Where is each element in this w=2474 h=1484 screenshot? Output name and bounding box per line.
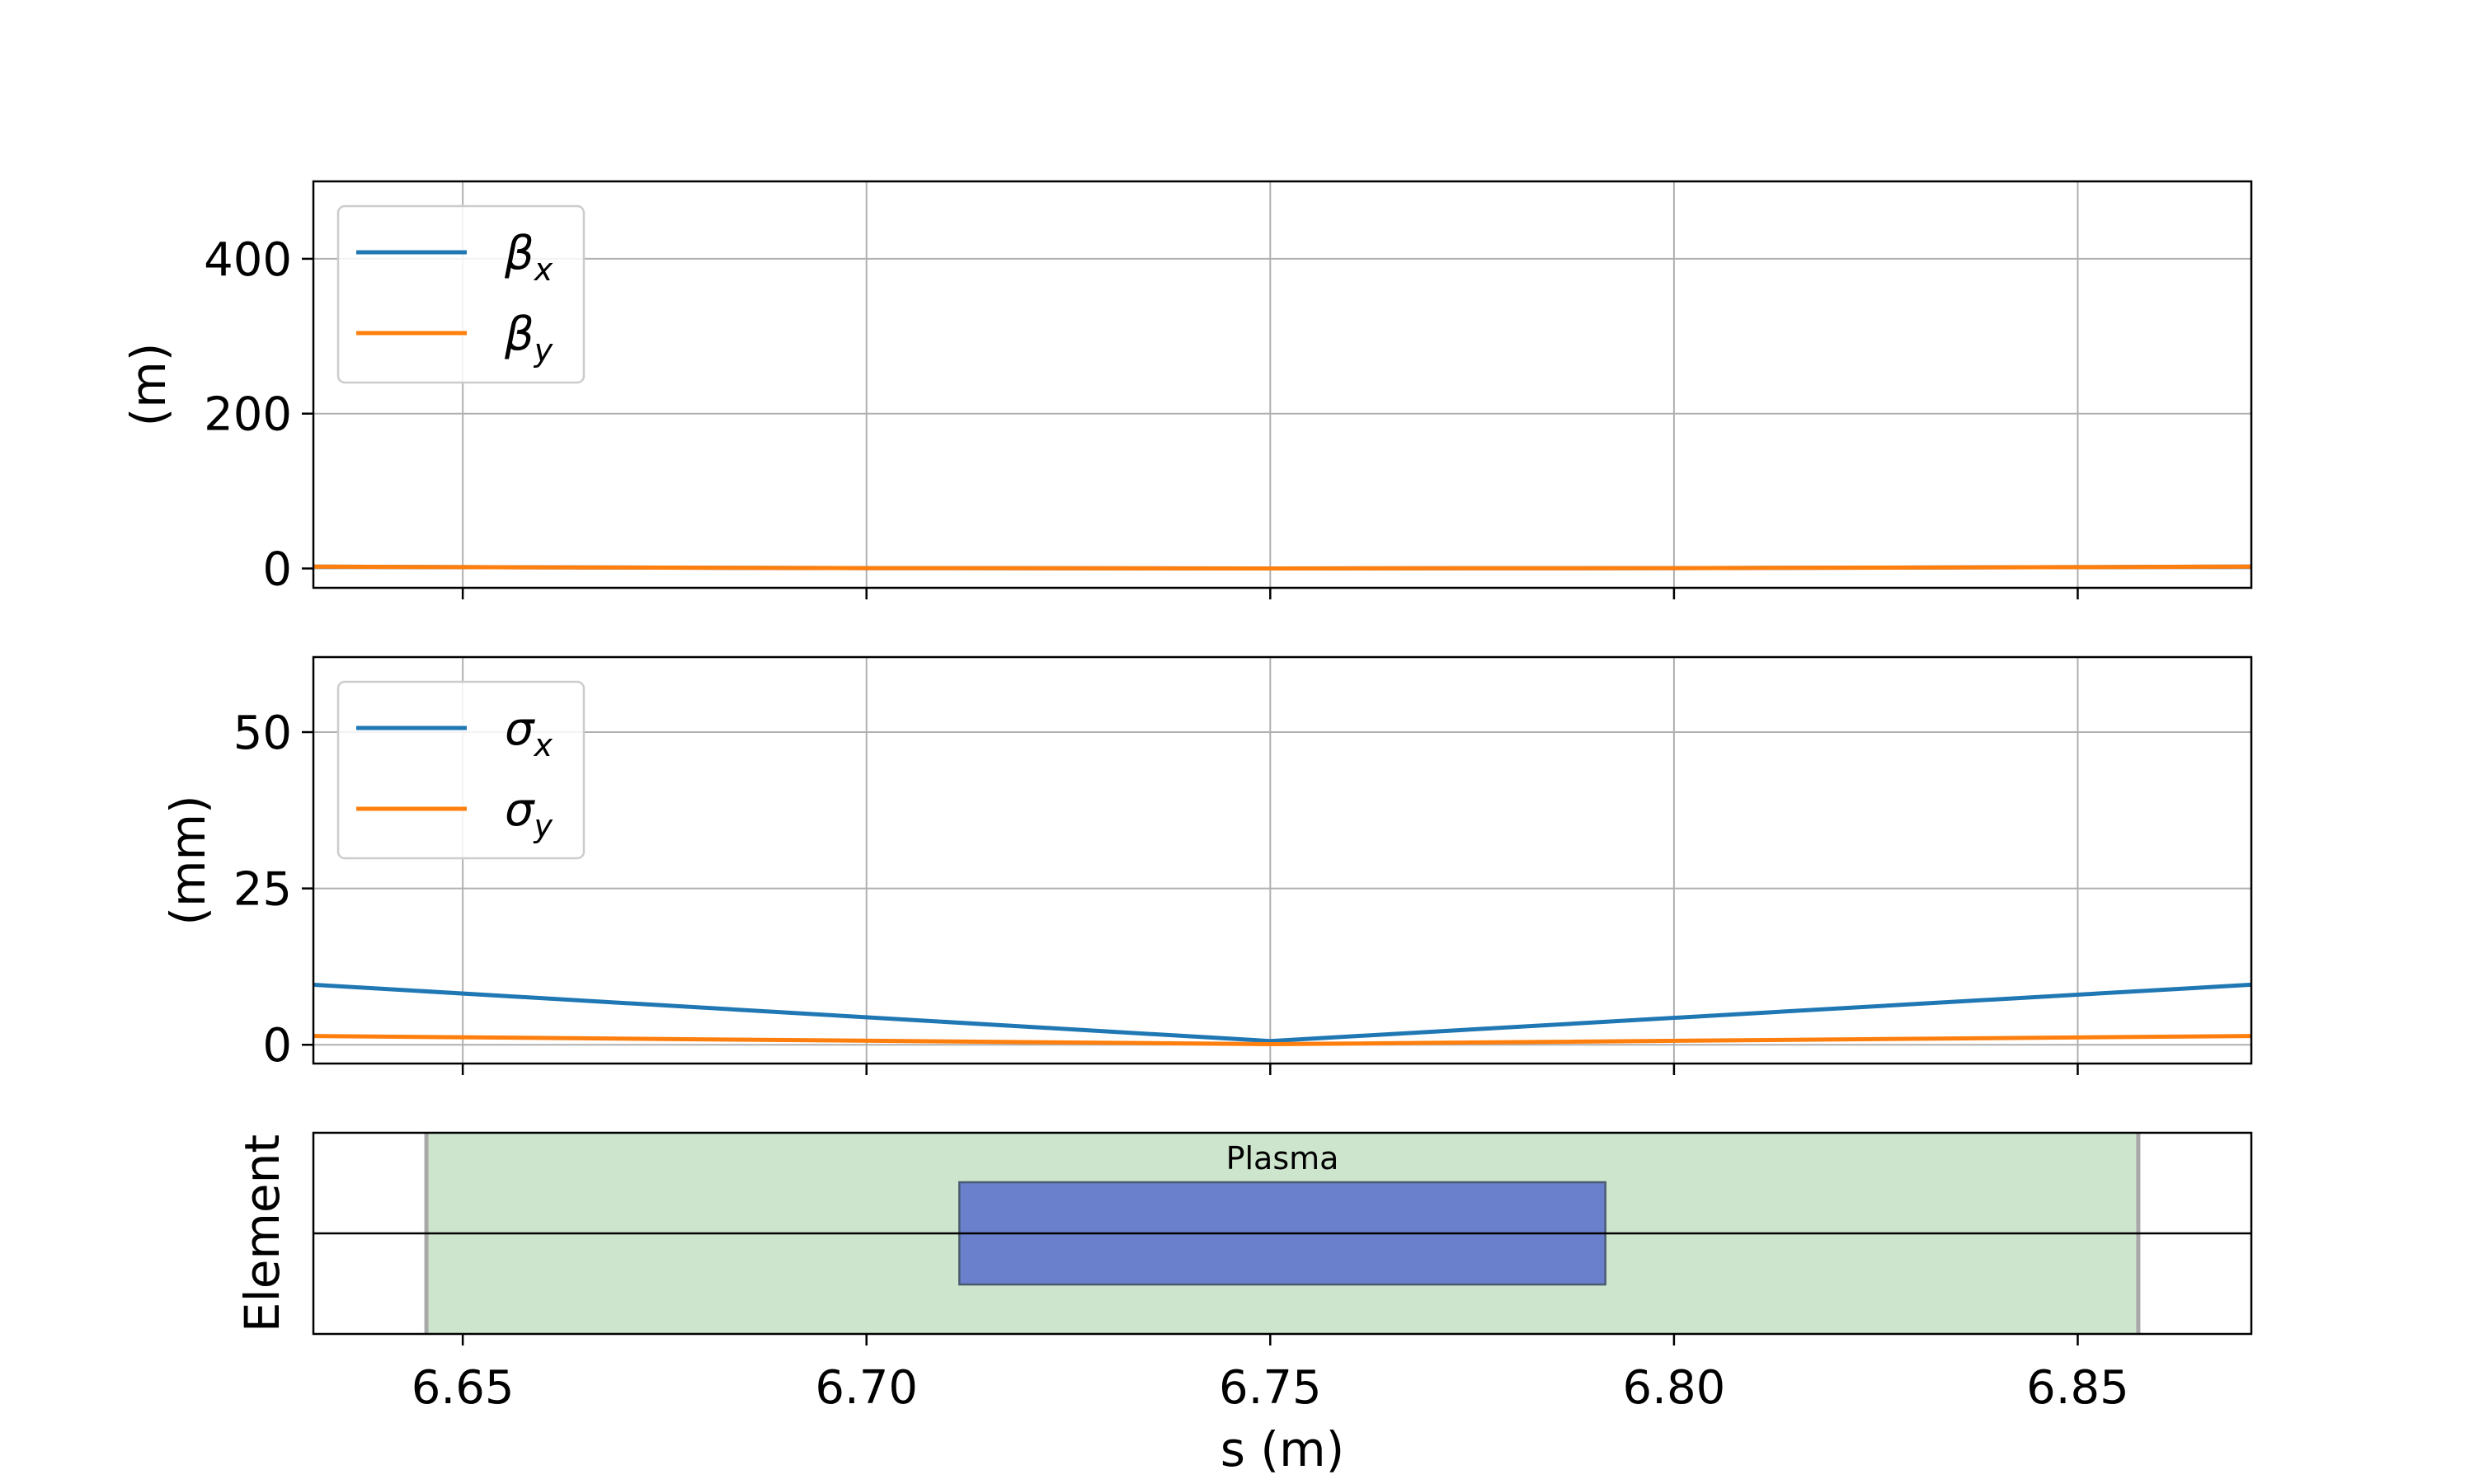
element-panel: Plasma 6.65 6.70 6.75 6.80 6.85 s (m) Element [234,1131,2253,1477]
plasma-label: Plasma [1226,1140,1339,1176]
x-axis-label: s (m) [1221,1421,1344,1477]
y-tick-label: 25 [233,863,292,917]
y-tick-label: 400 [204,233,292,287]
x-tick-label: 6.65 [412,1361,515,1415]
x-tick-label: 6.80 [1623,1361,1726,1415]
legend-label-x: σx [505,702,553,763]
y-tick-label: 0 [262,1019,292,1073]
y-axis-label: Element [234,1134,290,1332]
y-axis-label: (mm) [160,795,216,925]
y-tick-label: 200 [204,388,292,442]
y-tick-label: 50 [233,707,292,760]
x-tick-label: 6.70 [815,1361,918,1415]
axes-frame [312,1131,2253,1336]
series-line-x [313,982,2252,1044]
axes-frame [312,180,2253,589]
axes-frame [312,655,2253,1065]
x-tick-label: 6.85 [2026,1361,2129,1415]
x-tick-label: 6.75 [1219,1361,1322,1415]
y-axis-label: (m) [120,343,176,427]
series-line-y [313,564,2252,571]
series-line-y [313,1034,2252,1047]
y-tick-label: 0 [262,543,292,597]
